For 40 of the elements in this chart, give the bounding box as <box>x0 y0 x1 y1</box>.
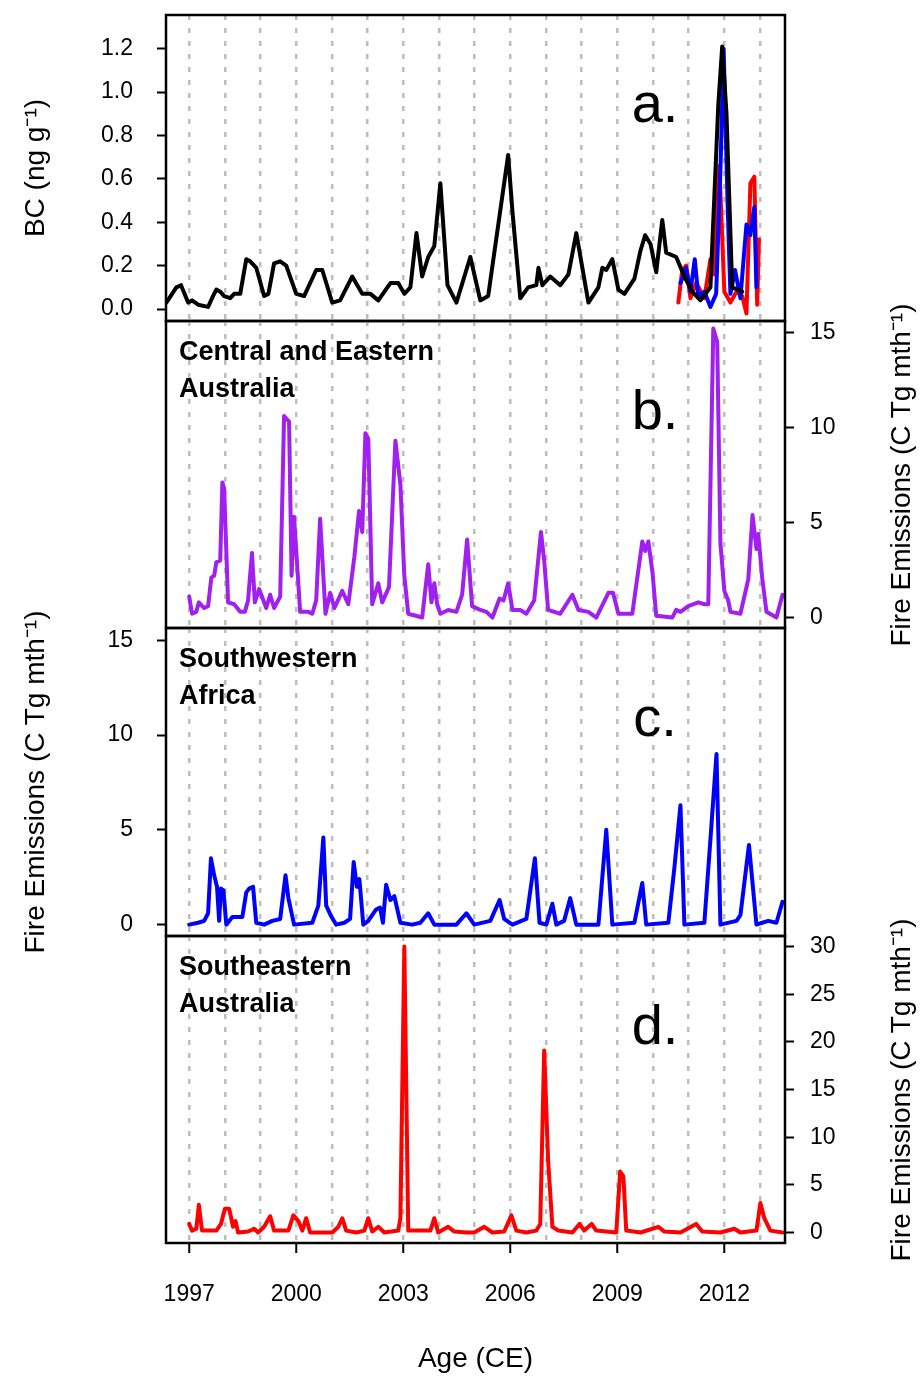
y2-tick-label: 10 <box>810 1122 836 1149</box>
y-tick-label: 15 <box>107 625 133 652</box>
y-tick-label: 5 <box>120 815 133 842</box>
y-tick-label: 0 <box>120 909 133 936</box>
y2-tick-label: 5 <box>810 507 823 534</box>
y2-axis-title: Fire Emissions (C Tg mth⁻¹) <box>885 918 916 1261</box>
y2-tick-label: 5 <box>810 1170 823 1197</box>
y2-tick-label: 15 <box>810 317 836 344</box>
y-tick-label: 0.0 <box>101 294 133 321</box>
x-tick-label: 2000 <box>270 1280 322 1307</box>
x-tick-label: 2012 <box>698 1280 750 1307</box>
annotation: b. <box>631 377 679 441</box>
annotation: a. <box>631 71 679 135</box>
y2-tick-label: 30 <box>810 931 836 958</box>
x-tick-label: 2006 <box>484 1280 536 1307</box>
y-tick-label: 10 <box>107 720 133 747</box>
y-tick-label: 1.0 <box>101 77 133 104</box>
y2-tick-label: 25 <box>810 979 836 1006</box>
y2-tick-label: 0 <box>810 602 823 629</box>
x-tick-label: 2003 <box>377 1280 429 1307</box>
x-tick-label: 1997 <box>163 1280 215 1307</box>
text: Southeastern Australia <box>179 951 352 1019</box>
x-tick-label: 2009 <box>591 1280 643 1307</box>
y2-tick-label: 15 <box>810 1074 836 1101</box>
y-tick-label: 0.2 <box>101 251 133 277</box>
y2-tick-label: 20 <box>810 1027 836 1054</box>
annotation: c. <box>633 684 677 748</box>
y-tick-label: 0.8 <box>101 120 133 147</box>
y-tick-label: 0.4 <box>101 207 134 234</box>
y-tick-label: 0.6 <box>101 164 133 191</box>
y-tick-label: 1.2 <box>101 33 133 60</box>
y-axis-title: BC (ng g⁻¹) <box>19 98 50 238</box>
text: Southwestern Africa <box>179 643 358 711</box>
y2-tick-label: 0 <box>810 1217 823 1244</box>
y2-axis-title: Fire Emissions (C Tg mth⁻¹) <box>885 303 916 646</box>
y2-tick-label: 10 <box>810 412 836 439</box>
x-axis-title: Age (CE) <box>417 1342 534 1373</box>
y-axis-title: Fire Emissions (C Tg mth⁻¹) <box>19 610 50 954</box>
annotation: d. <box>631 992 679 1056</box>
text: Central and Eastern Australia <box>179 336 435 404</box>
